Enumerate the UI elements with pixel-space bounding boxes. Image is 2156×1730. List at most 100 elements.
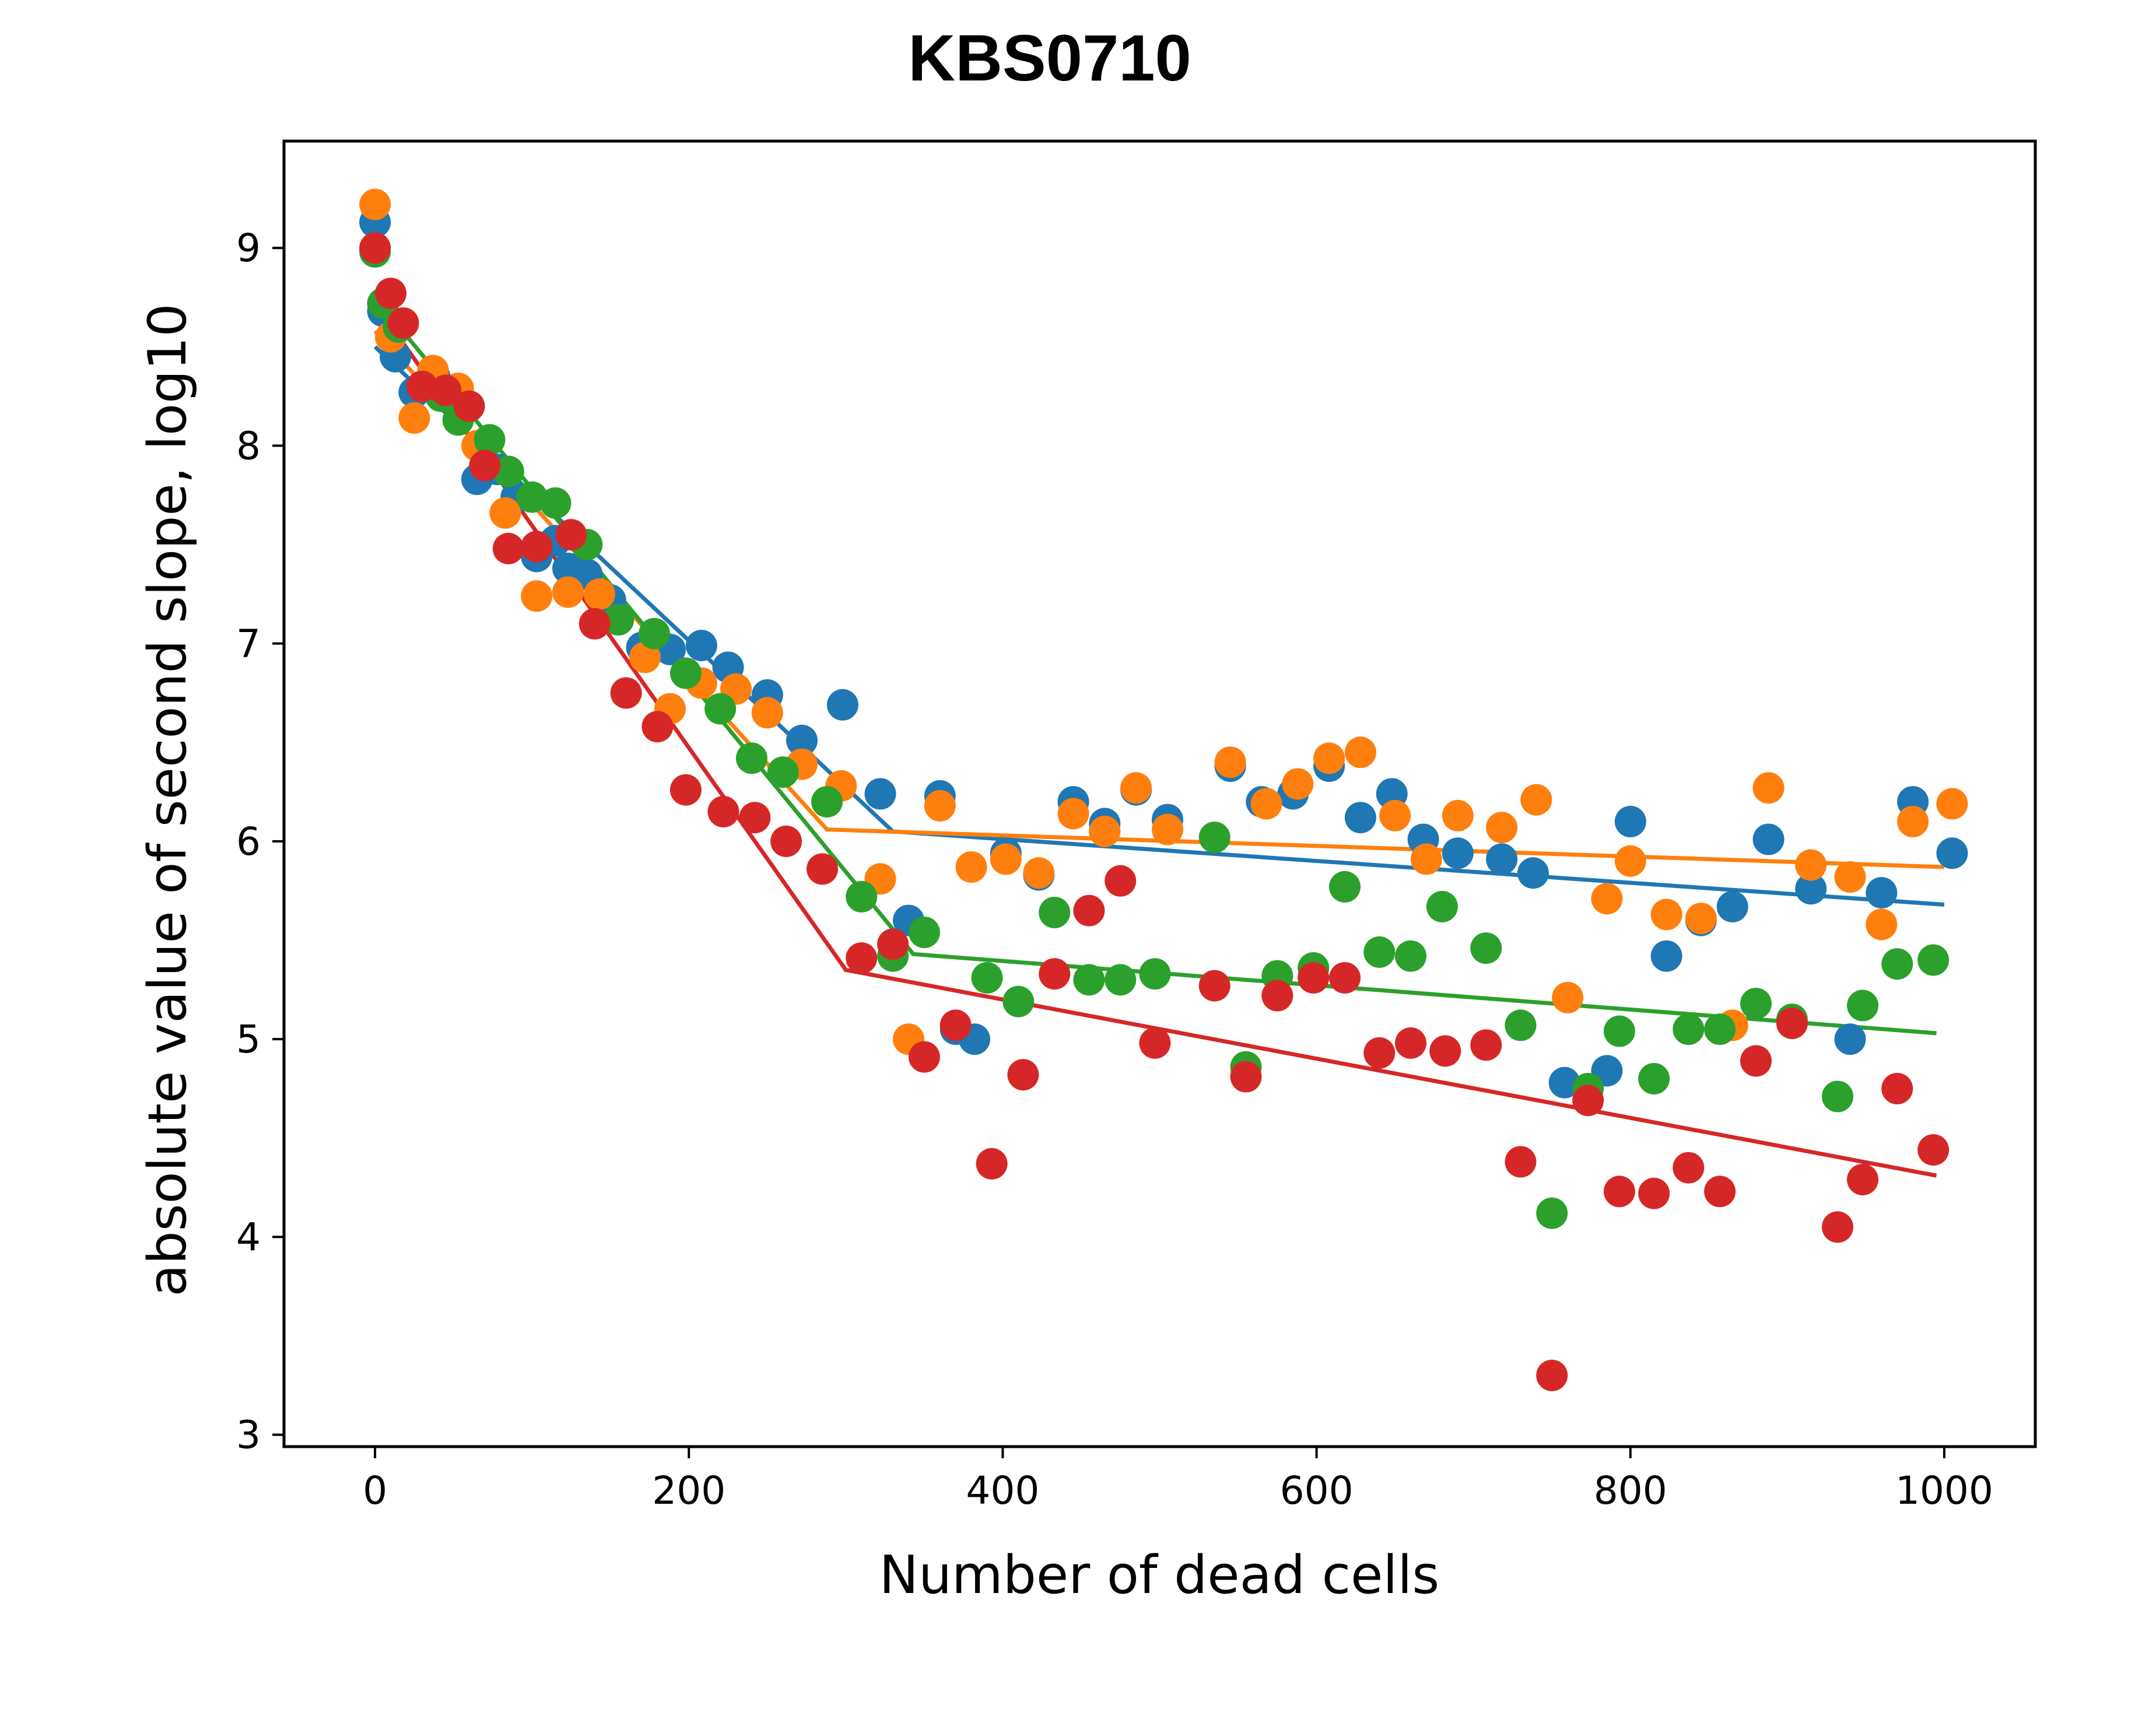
x-tick-label: 800	[1594, 1468, 1667, 1513]
data-point-0-50	[1834, 1023, 1866, 1055]
y-tick-label: 6	[236, 819, 261, 864]
data-point-0-53	[1936, 837, 1968, 869]
data-point-2-42	[1704, 1013, 1736, 1045]
data-point-2-37	[1536, 1197, 1568, 1229]
data-point-1-40	[1650, 899, 1682, 931]
data-point-3-44	[1740, 1045, 1772, 1077]
data-point-1-9	[583, 578, 615, 610]
data-point-2-21	[971, 962, 1003, 994]
data-point-2-11	[602, 604, 634, 636]
data-point-3-42	[1673, 1152, 1705, 1184]
data-point-0-42	[1548, 1066, 1580, 1099]
data-point-3-22	[976, 1148, 1008, 1180]
y-tick-label: 8	[236, 423, 261, 468]
data-point-1-21	[990, 843, 1022, 875]
data-point-0-21	[864, 778, 896, 810]
data-point-3-15	[739, 802, 771, 834]
data-point-3-5	[453, 390, 485, 422]
data-point-2-12	[639, 617, 670, 650]
data-point-3-8	[521, 531, 553, 563]
data-point-3-48	[1881, 1073, 1913, 1104]
data-point-1-10	[629, 641, 661, 673]
data-point-1-25	[1120, 772, 1152, 804]
data-point-3-40	[1603, 1175, 1635, 1208]
data-point-1-30	[1313, 742, 1345, 774]
data-point-2-43	[1740, 988, 1772, 1020]
data-point-1-43	[1752, 772, 1785, 804]
data-point-2-39	[1603, 1015, 1635, 1047]
data-point-3-1	[375, 278, 406, 310]
data-point-3-39	[1572, 1085, 1604, 1117]
data-point-1-8	[552, 576, 584, 608]
data-point-2-40	[1638, 1063, 1670, 1094]
data-point-2-20	[908, 917, 940, 948]
data-point-1-29	[1282, 768, 1314, 800]
data-point-2-15	[735, 742, 767, 774]
data-point-3-35	[1429, 1035, 1461, 1067]
data-point-3-24	[1039, 958, 1071, 990]
data-point-3-2	[387, 307, 419, 339]
data-point-1-32	[1379, 799, 1411, 831]
data-point-1-37	[1552, 981, 1584, 1013]
data-point-3-3	[406, 370, 438, 402]
data-point-3-27	[1139, 1027, 1171, 1059]
data-point-3-16	[770, 825, 802, 857]
data-point-2-14	[704, 693, 737, 725]
data-point-3-43	[1704, 1175, 1736, 1208]
data-point-1-23	[1057, 798, 1089, 830]
data-point-0-19	[786, 724, 818, 756]
data-point-2-22	[1002, 985, 1035, 1017]
data-point-2-45	[1822, 1080, 1853, 1113]
data-point-3-13	[669, 774, 702, 806]
data-point-0-44	[1614, 806, 1646, 837]
data-point-1-36	[1520, 784, 1552, 816]
chart-title: KBS0710	[908, 22, 1191, 94]
data-point-2-6	[474, 424, 506, 456]
data-point-1-6	[489, 497, 521, 529]
data-point-1-19	[924, 789, 956, 822]
data-point-3-23	[1007, 1059, 1039, 1091]
y-tick-label: 3	[236, 1413, 261, 1458]
data-point-1-41	[1685, 903, 1717, 935]
data-point-3-38	[1536, 1359, 1568, 1391]
data-point-1-34	[1442, 799, 1474, 831]
data-point-1-47	[1897, 806, 1929, 837]
data-point-3-10	[579, 608, 611, 640]
data-point-3-14	[707, 796, 739, 827]
x-axis-label: Number of dead cells	[879, 1545, 1440, 1606]
data-point-0-47	[1716, 890, 1748, 922]
data-point-3-49	[1917, 1134, 1950, 1166]
data-point-1-45	[1834, 861, 1866, 893]
x-tick-label: 1000	[1895, 1468, 1993, 1513]
y-tick-label: 7	[236, 622, 261, 666]
data-point-3-25	[1073, 894, 1105, 927]
data-point-1-14	[751, 697, 783, 729]
x-tick-label: 400	[966, 1468, 1039, 1513]
data-point-1-44	[1795, 849, 1827, 881]
data-point-2-32	[1363, 936, 1396, 968]
data-point-3-11	[610, 677, 642, 709]
data-point-0-39	[1442, 837, 1474, 869]
data-point-3-41	[1638, 1177, 1670, 1209]
data-point-3-29	[1230, 1061, 1262, 1093]
data-point-3-0	[359, 232, 391, 264]
data-point-3-26	[1105, 865, 1137, 897]
data-point-3-12	[641, 711, 674, 743]
data-point-0-36	[1344, 802, 1376, 834]
data-point-1-31	[1344, 736, 1376, 769]
data-point-3-17	[807, 853, 838, 885]
data-point-0-48	[1752, 823, 1785, 855]
data-point-3-9	[555, 519, 587, 551]
data-point-2-35	[1470, 932, 1502, 964]
data-point-3-46	[1822, 1211, 1853, 1243]
data-point-1-33	[1410, 843, 1442, 875]
data-point-2-8	[516, 481, 548, 513]
data-point-3-33	[1363, 1037, 1396, 1069]
data-point-3-30	[1261, 980, 1293, 1012]
data-point-0-45	[1650, 940, 1682, 972]
data-point-1-27	[1214, 746, 1246, 778]
data-point-3-7	[492, 532, 524, 564]
data-point-3-20	[908, 1041, 940, 1073]
data-point-1-22	[1023, 857, 1055, 889]
